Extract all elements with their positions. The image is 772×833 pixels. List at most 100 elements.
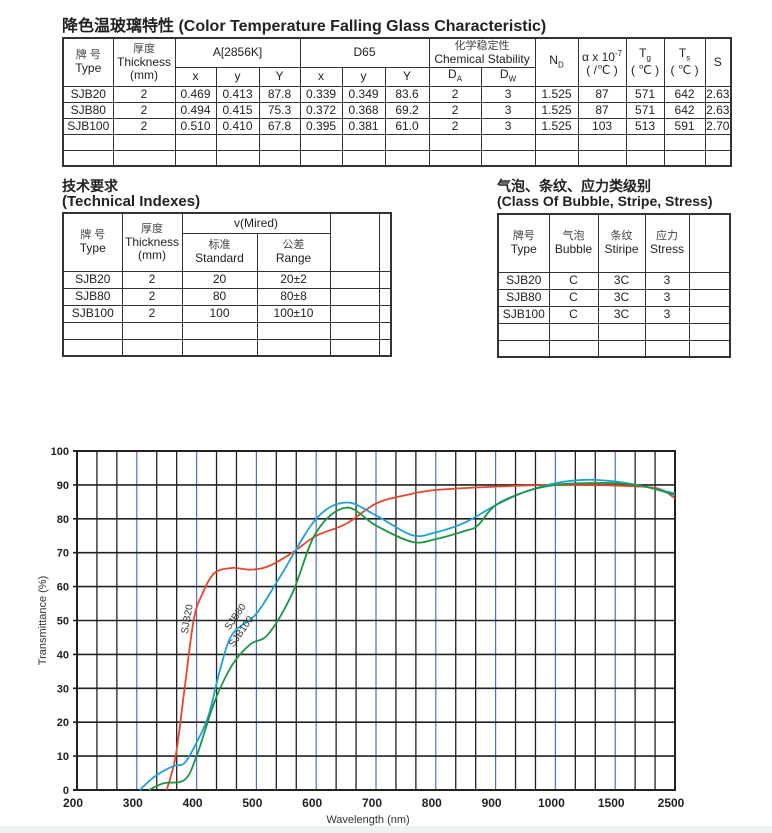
table-cell: 61.0	[384, 117, 430, 135]
empty-cell	[480, 133, 536, 151]
table-cell: 0.415	[215, 101, 260, 119]
table-cell: 20±2	[256, 270, 331, 289]
table-cell: 2.63	[704, 85, 732, 103]
header-a-y: y	[215, 66, 260, 87]
empty-cell	[62, 321, 123, 340]
empty-cell	[112, 149, 176, 167]
table-cell: C	[548, 305, 599, 324]
table-cell: 0.494	[174, 101, 217, 119]
table-cell: SJB100	[62, 304, 123, 323]
header-alpha: α x 10-7( /℃ )	[577, 37, 627, 87]
header-thickness: 厚度 Thickness (mm)	[121, 212, 183, 272]
header-a-Y: Y	[258, 66, 301, 87]
bottom-band	[0, 826, 772, 833]
empty-cell	[378, 304, 392, 323]
table-cell: 67.8	[258, 117, 301, 135]
table-cell: 0.395	[299, 117, 343, 135]
table-cell: 2.70	[704, 117, 732, 135]
x-tick-label: 300	[123, 796, 143, 810]
table-cell: 2	[428, 101, 482, 119]
page-title: 降色温玻璃特性 (Color Temperature Falling Glass…	[62, 18, 547, 35]
table-cell: 2.63	[704, 101, 732, 119]
table-cell: 83.6	[384, 85, 430, 103]
header-type: 牌 号 Type	[62, 212, 123, 272]
x-tick-label: 1500	[598, 796, 625, 810]
table-cell: 3C	[597, 288, 646, 307]
classes-title-en: (Class Of Bubble, Stripe, Stress)	[497, 193, 713, 209]
empty-cell	[688, 288, 731, 307]
x-tick-label: 200	[63, 796, 83, 810]
series-line-sjb80	[139, 478, 676, 791]
table-cell: 2	[121, 270, 183, 289]
empty-cell	[329, 321, 380, 340]
table-cell: SJB100	[497, 305, 550, 324]
empty-cell	[548, 339, 599, 358]
table-cell: 1.525	[534, 85, 579, 103]
table-cell: 3C	[597, 271, 646, 290]
table-cell: 2	[428, 85, 482, 103]
table-cell: 2	[112, 85, 176, 103]
header-bubble: 气泡 Bubble	[548, 213, 599, 273]
header-stress: 应力 Stress	[644, 213, 690, 273]
table-cell: 75.3	[258, 101, 301, 119]
empty-cell	[215, 149, 260, 167]
table-cell: 3C	[597, 305, 646, 324]
empty-cell	[625, 133, 665, 151]
y-axis-label: Transmittance (%)	[37, 576, 49, 665]
empty-cell	[644, 322, 690, 341]
table-row: SJB20 C 3C 3	[497, 271, 731, 290]
table-cell: 591	[663, 117, 706, 135]
y-tick-label: 90	[57, 480, 69, 492]
table-cell: SJB80	[62, 287, 123, 306]
table-row: SJB80 C 3C 3	[497, 288, 731, 307]
characteristics-table: 牌 号 Type 厚度 Thickness (mm) A[2856K] D65 化学稳…	[62, 37, 733, 167]
empty-cell	[688, 322, 731, 341]
y-tick-label: 30	[57, 683, 69, 695]
series-line-sjb100	[148, 481, 676, 791]
table-row: SJB100 2 0.510 0.410 67.8 0.395 0.381 61.0 2 3 1.5…	[62, 117, 732, 135]
table-cell: 3	[480, 101, 536, 119]
empty-cell	[577, 149, 627, 167]
table-cell: 0.510	[174, 117, 217, 135]
y-tick-label: 80	[57, 514, 69, 526]
empty-cell	[688, 305, 731, 324]
empty-cell	[688, 339, 731, 358]
table-cell: 2	[112, 101, 176, 119]
x-tick-label: 400	[183, 796, 203, 810]
table-row: SJB100 C 3C 3	[497, 305, 731, 324]
empty-cell	[688, 271, 731, 290]
y-tick-label: 40	[57, 649, 69, 661]
empty-cell	[62, 149, 114, 167]
plot-frame	[76, 450, 676, 791]
table-cell: 0.349	[341, 85, 386, 103]
empty-cell	[378, 338, 392, 357]
classes-title-cn: 气泡、条纹、应力类级别	[497, 178, 651, 194]
empty-cell	[534, 149, 579, 167]
table-row: SJB20 2 0.469 0.413 87.8 0.339 0.349 83.6 2 3 1.52…	[62, 85, 732, 103]
empty-cell	[329, 212, 380, 272]
empty-row	[497, 339, 731, 358]
empty-row	[62, 133, 732, 151]
empty-cell	[329, 338, 380, 357]
empty-cell	[258, 149, 301, 167]
table-cell: 80±8	[256, 287, 331, 306]
empty-row	[497, 322, 731, 341]
table-cell: 0.413	[215, 85, 260, 103]
empty-cell	[625, 149, 665, 167]
empty-cell	[597, 339, 646, 358]
table-cell: 2	[121, 287, 183, 306]
empty-cell	[384, 133, 430, 151]
y-tick-label: 100	[51, 446, 69, 458]
table-cell: 103	[577, 117, 627, 135]
empty-cell	[341, 133, 386, 151]
empty-cell	[112, 133, 176, 151]
empty-cell	[378, 321, 392, 340]
header-d65: D65	[299, 37, 430, 68]
empty-cell	[663, 133, 706, 151]
table-cell: 3	[480, 85, 536, 103]
empty-row	[62, 149, 732, 167]
header-stripe: 条纹 Stiripe	[597, 213, 646, 273]
empty-cell	[341, 149, 386, 167]
empty-row	[62, 338, 392, 357]
empty-cell	[329, 270, 380, 289]
